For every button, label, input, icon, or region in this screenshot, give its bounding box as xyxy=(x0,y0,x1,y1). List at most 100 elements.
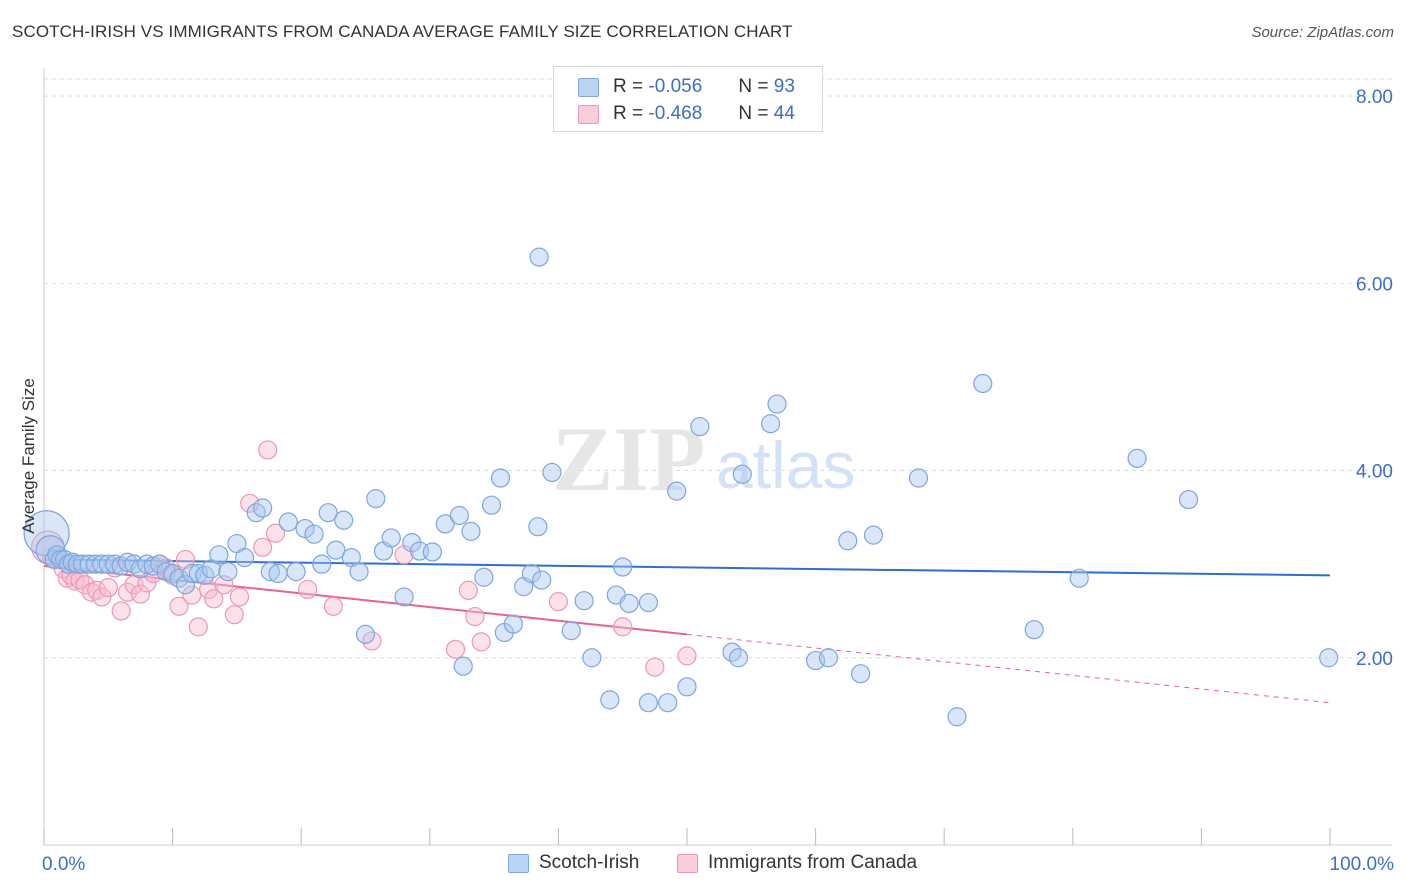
data-point xyxy=(111,601,131,621)
data-point xyxy=(209,545,229,565)
data-point xyxy=(295,518,315,539)
data-point xyxy=(947,707,967,727)
watermark-zip: ZIP xyxy=(552,408,705,510)
data-point xyxy=(318,503,338,523)
data-point xyxy=(728,648,749,668)
data-point xyxy=(175,549,196,570)
data-point xyxy=(490,468,511,488)
data-point xyxy=(760,414,781,434)
data-point xyxy=(1178,489,1199,510)
legend-swatch-immigrants-from-canada xyxy=(578,104,599,124)
legend-row-scotch-irish: R = -0.056 N = 93 xyxy=(554,73,795,101)
data-point xyxy=(240,493,260,513)
data-point xyxy=(218,562,238,582)
trend-line xyxy=(43,558,1331,577)
data-point xyxy=(137,573,157,593)
data-point xyxy=(229,587,250,607)
watermark-atlas: atlas xyxy=(716,428,855,502)
data-point xyxy=(465,606,485,627)
data-point xyxy=(188,617,208,637)
data-point xyxy=(98,577,118,598)
legend-r-value: -0.468 xyxy=(648,103,703,124)
data-point xyxy=(613,617,633,637)
data-point xyxy=(355,624,376,644)
data-point xyxy=(458,580,478,600)
data-point xyxy=(600,690,620,710)
data-point xyxy=(529,247,549,267)
data-point xyxy=(548,592,569,612)
data-point xyxy=(818,648,839,668)
data-point xyxy=(381,528,401,548)
bottom-legend-immigrants-from-canada: Immigrants from Canada xyxy=(677,852,917,874)
y-tick-label: 2.00 xyxy=(1356,649,1393,670)
data-point xyxy=(394,587,414,607)
data-point xyxy=(528,517,548,537)
data-point xyxy=(521,563,541,584)
watermark: ZIP atlas xyxy=(552,408,855,510)
data-point xyxy=(645,657,665,677)
data-point xyxy=(422,542,442,562)
data-point xyxy=(638,693,659,713)
data-point xyxy=(1319,648,1339,668)
data-point xyxy=(87,580,107,600)
data-point xyxy=(253,498,273,518)
legend-r-label: R = xyxy=(613,76,644,97)
data-point xyxy=(838,531,858,551)
x-tick-label-min: 0.0% xyxy=(42,854,85,875)
grid-lines xyxy=(44,78,1392,659)
tick-marks xyxy=(43,828,1331,845)
data-point xyxy=(973,373,993,394)
data-point xyxy=(658,693,678,713)
trend-line xyxy=(43,565,688,636)
data-point xyxy=(92,587,112,607)
legend-r-value: -0.056 xyxy=(648,76,703,97)
data-point xyxy=(312,554,332,574)
series-scotch-irish xyxy=(23,247,1339,727)
data-point xyxy=(561,621,581,641)
x-tick-label-max: 100.0% xyxy=(1330,854,1395,875)
data-point xyxy=(169,596,189,616)
data-point xyxy=(453,656,473,676)
trend-lines xyxy=(43,558,1331,704)
correlation-legend: R = -0.056 N = 93 R = -0.468 N = 44 xyxy=(553,66,823,132)
data-point xyxy=(667,481,687,501)
axes xyxy=(43,68,1392,846)
data-point xyxy=(767,394,787,414)
y-tick-label: 8.00 xyxy=(1356,87,1393,108)
data-point xyxy=(851,664,871,684)
data-point xyxy=(1127,448,1147,468)
data-point xyxy=(204,589,224,609)
trend-line-extension xyxy=(686,633,1331,704)
data-point xyxy=(235,548,255,568)
legend-r-label: R = xyxy=(613,103,644,124)
y-tick-labels: 2.00 4.00 6.00 8.00 xyxy=(1356,87,1393,670)
data-point xyxy=(268,563,288,584)
legend-n-label: N = xyxy=(738,76,769,97)
data-point xyxy=(175,575,196,595)
data-point xyxy=(130,584,151,604)
data-point xyxy=(265,523,286,543)
bottom-legend-label-scotch-irish: Scotch-Irish xyxy=(539,852,640,873)
data-point xyxy=(449,505,469,526)
data-point xyxy=(619,593,639,614)
legend-n-value: 93 xyxy=(773,76,795,97)
data-point xyxy=(150,554,170,574)
data-point xyxy=(323,596,343,616)
y-tick-label: 4.00 xyxy=(1356,462,1393,483)
legend-swatch-scotch-irish xyxy=(578,77,599,97)
data-point xyxy=(1024,620,1044,640)
chart-title: SCOTCH-IRISH VS IMMIGRANTS FROM CANADA A… xyxy=(12,22,793,41)
data-point xyxy=(461,521,481,541)
data-point xyxy=(1069,568,1089,588)
data-point xyxy=(732,464,752,484)
legend-n-value: 44 xyxy=(773,103,795,124)
data-point xyxy=(471,632,491,652)
data-point xyxy=(224,605,244,625)
data-point xyxy=(286,562,306,582)
data-point xyxy=(574,591,594,611)
bottom-legend-swatch-immigrants-from-canada xyxy=(677,853,698,873)
data-point xyxy=(278,512,298,532)
bottom-legend-swatch-scotch-irish xyxy=(508,853,529,873)
y-axis-label: Average Family Size xyxy=(19,378,38,534)
data-point xyxy=(582,648,602,668)
